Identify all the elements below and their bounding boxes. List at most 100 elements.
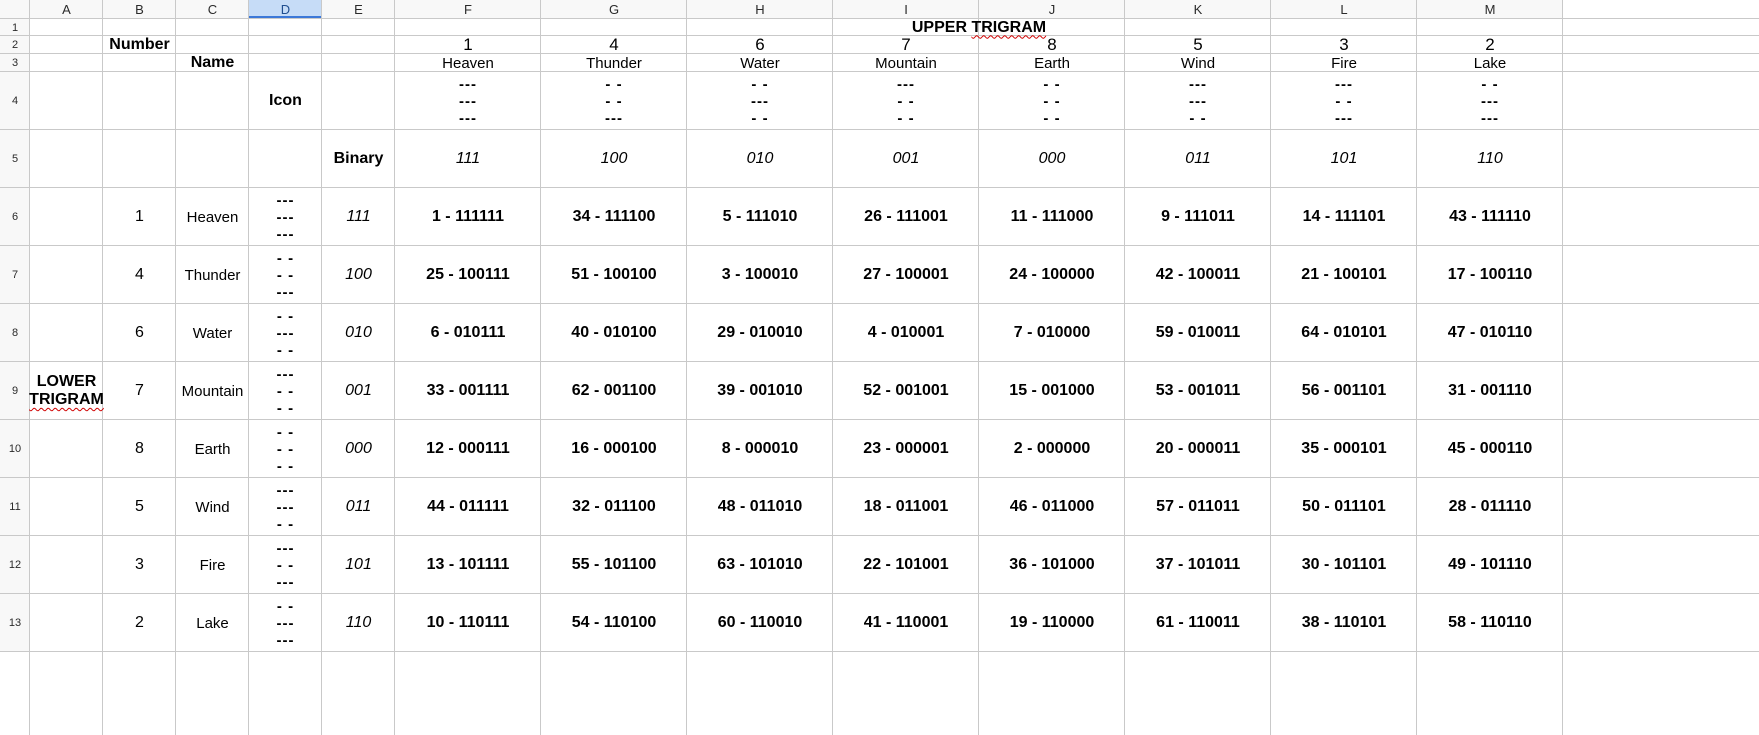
column-header-a[interactable]: A xyxy=(30,0,103,19)
column-header-e[interactable]: E xyxy=(322,0,395,19)
hexagram-cell[interactable]: 62 - 001100 xyxy=(541,362,687,420)
hexagram-cell[interactable]: 2 - 000000 xyxy=(979,420,1125,478)
upper-number-cell[interactable]: 7 xyxy=(833,35,979,54)
column-header-f[interactable]: F xyxy=(395,0,541,19)
upper-binary-cell[interactable]: 001 xyxy=(833,130,979,188)
hexagram-cell[interactable]: 14 - 111101 xyxy=(1271,188,1417,246)
column-header-l[interactable]: L xyxy=(1271,0,1417,19)
lower-binary-cell[interactable]: 110 xyxy=(322,594,395,652)
hexagram-cell[interactable]: 45 - 000110 xyxy=(1417,420,1563,478)
column-header-j[interactable]: J xyxy=(979,0,1125,19)
hexagram-cell[interactable]: 13 - 101111 xyxy=(395,536,541,594)
hexagram-cell[interactable]: 28 - 011110 xyxy=(1417,478,1563,536)
lower-trigram-icon[interactable]: --- --- - - xyxy=(249,478,322,536)
hexagram-cell[interactable]: 63 - 101010 xyxy=(687,536,833,594)
hexagram-cell[interactable]: 64 - 010101 xyxy=(1271,304,1417,362)
upper-name-cell[interactable]: Thunder xyxy=(541,54,687,72)
column-header-d[interactable]: D xyxy=(249,0,322,19)
hexagram-cell[interactable]: 39 - 001010 xyxy=(687,362,833,420)
hexagram-cell[interactable]: 58 - 110110 xyxy=(1417,594,1563,652)
lower-number-cell[interactable]: 4 xyxy=(103,246,176,304)
upper-trigram-icon[interactable]: --- - - --- xyxy=(1271,72,1417,130)
lower-number-cell[interactable]: 5 xyxy=(103,478,176,536)
upper-name-cell[interactable]: Mountain xyxy=(833,54,979,72)
upper-number-cell[interactable]: 5 xyxy=(1125,35,1271,54)
hexagram-cell[interactable]: 55 - 101100 xyxy=(541,536,687,594)
lower-binary-cell[interactable]: 010 xyxy=(322,304,395,362)
hexagram-cell[interactable]: 32 - 011100 xyxy=(541,478,687,536)
hexagram-cell[interactable]: 35 - 000101 xyxy=(1271,420,1417,478)
lower-name-cell[interactable]: Wind xyxy=(176,478,249,536)
row-header-5[interactable]: 5 xyxy=(0,130,30,188)
lower-binary-cell[interactable]: 111 xyxy=(322,188,395,246)
upper-binary-cell[interactable]: 100 xyxy=(541,130,687,188)
upper-number-cell[interactable]: 6 xyxy=(687,35,833,54)
hexagram-cell[interactable]: 31 - 001110 xyxy=(1417,362,1563,420)
upper-trigram-icon[interactable]: --- --- --- xyxy=(395,72,541,130)
hexagram-cell[interactable]: 20 - 000011 xyxy=(1125,420,1271,478)
row-header-1[interactable]: 1 xyxy=(0,19,30,36)
lower-name-cell[interactable]: Mountain xyxy=(176,362,249,420)
row-header-3[interactable]: 3 xyxy=(0,54,30,72)
upper-trigram-icon[interactable]: - - --- --- xyxy=(1417,72,1563,130)
hexagram-cell[interactable]: 59 - 010011 xyxy=(1125,304,1271,362)
row-header-11[interactable]: 11 xyxy=(0,478,30,536)
upper-trigram-icon[interactable]: - -- - --- xyxy=(541,72,687,130)
hexagram-cell[interactable]: 30 - 101101 xyxy=(1271,536,1417,594)
hexagram-cell[interactable]: 51 - 100100 xyxy=(541,246,687,304)
lower-number-cell[interactable]: 7 xyxy=(103,362,176,420)
hexagram-cell[interactable]: 18 - 011001 xyxy=(833,478,979,536)
upper-name-cell[interactable]: Wind xyxy=(1125,54,1271,72)
upper-number-cell[interactable]: 3 xyxy=(1271,35,1417,54)
lower-name-cell[interactable]: Fire xyxy=(176,536,249,594)
lower-trigram-icon[interactable]: - - --- --- xyxy=(249,594,322,652)
hexagram-cell[interactable]: 53 - 001011 xyxy=(1125,362,1271,420)
row-header-2[interactable]: 2 xyxy=(0,36,30,54)
upper-name-cell[interactable]: Fire xyxy=(1271,54,1417,72)
hexagram-cell[interactable]: 48 - 011010 xyxy=(687,478,833,536)
hexagram-cell[interactable]: 5 - 111010 xyxy=(687,188,833,246)
hexagram-cell[interactable]: 49 - 101110 xyxy=(1417,536,1563,594)
lower-binary-cell[interactable]: 101 xyxy=(322,536,395,594)
hexagram-cell[interactable]: 34 - 111100 xyxy=(541,188,687,246)
lower-trigram-icon[interactable]: - -- - --- xyxy=(249,246,322,304)
hexagram-cell[interactable]: 3 - 100010 xyxy=(687,246,833,304)
hexagram-cell[interactable]: 24 - 100000 xyxy=(979,246,1125,304)
upper-binary-cell[interactable]: 010 xyxy=(687,130,833,188)
lower-name-cell[interactable]: Heaven xyxy=(176,188,249,246)
hexagram-cell[interactable]: 41 - 110001 xyxy=(833,594,979,652)
upper-number-cell[interactable]: 4 xyxy=(541,35,687,54)
row-header-4[interactable]: 4 xyxy=(0,72,30,130)
lower-trigram-icon[interactable]: - - --- - - xyxy=(249,304,322,362)
lower-trigram-icon[interactable]: - -- -- - xyxy=(249,420,322,478)
upper-name-cell[interactable]: Heaven xyxy=(395,54,541,72)
lower-name-cell[interactable]: Water xyxy=(176,304,249,362)
hexagram-cell[interactable]: 25 - 100111 xyxy=(395,246,541,304)
lower-binary-cell[interactable]: 011 xyxy=(322,478,395,536)
upper-name-cell[interactable]: Water xyxy=(687,54,833,72)
hexagram-cell[interactable]: 33 - 001111 xyxy=(395,362,541,420)
upper-binary-cell[interactable]: 110 xyxy=(1417,130,1563,188)
hexagram-cell[interactable]: 43 - 111110 xyxy=(1417,188,1563,246)
row-header-7[interactable]: 7 xyxy=(0,246,30,304)
hexagram-cell[interactable]: 50 - 011101 xyxy=(1271,478,1417,536)
select-all-corner[interactable] xyxy=(0,0,30,19)
upper-trigram-icon[interactable]: --- - -- - xyxy=(833,72,979,130)
lower-number-cell[interactable]: 8 xyxy=(103,420,176,478)
row-header-8[interactable]: 8 xyxy=(0,304,30,362)
column-header-h[interactable]: H xyxy=(687,0,833,19)
lower-number-cell[interactable]: 3 xyxy=(103,536,176,594)
hexagram-cell[interactable]: 29 - 010010 xyxy=(687,304,833,362)
hexagram-cell[interactable]: 12 - 000111 xyxy=(395,420,541,478)
hexagram-cell[interactable]: 19 - 110000 xyxy=(979,594,1125,652)
upper-binary-cell[interactable]: 011 xyxy=(1125,130,1271,188)
lower-number-cell[interactable]: 1 xyxy=(103,188,176,246)
row-header-9[interactable]: 9 xyxy=(0,362,30,420)
column-header-i[interactable]: I xyxy=(833,0,979,19)
upper-trigram-icon[interactable]: --- --- - - xyxy=(1125,72,1271,130)
column-header-b[interactable]: B xyxy=(103,0,176,19)
hexagram-cell[interactable]: 17 - 100110 xyxy=(1417,246,1563,304)
row-header-13[interactable]: 13 xyxy=(0,594,30,652)
column-header-g[interactable]: G xyxy=(541,0,687,19)
